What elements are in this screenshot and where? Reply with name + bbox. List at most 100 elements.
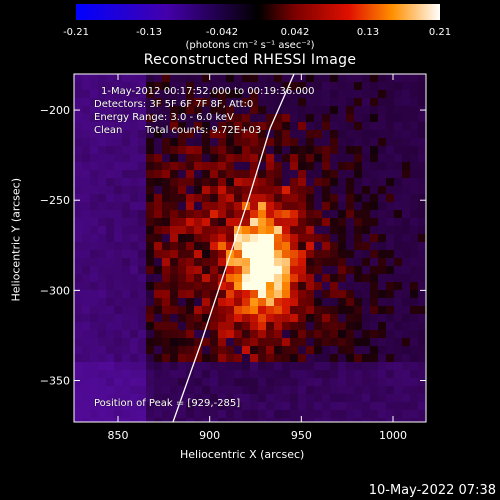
heatmap-cell: [338, 394, 346, 402]
heatmap-cell: [114, 186, 122, 194]
heatmap-cell: [138, 218, 146, 226]
heatmap-cell: [306, 322, 314, 330]
heatmap-cell: [394, 418, 402, 422]
heatmap-cell: [258, 266, 266, 274]
heatmap-cell: [314, 258, 322, 266]
heatmap-cell: [338, 298, 346, 306]
heatmap-cell: [170, 226, 178, 234]
heatmap-cell: [130, 170, 138, 178]
heatmap-cell: [218, 346, 226, 354]
heatmap-cell: [258, 250, 266, 258]
heatmap-cell: [258, 258, 266, 266]
heatmap-cell: [354, 178, 362, 186]
heatmap-cell: [234, 210, 242, 218]
heatmap-cell: [106, 314, 114, 322]
heatmap-cell: [298, 394, 306, 402]
heatmap-cell: [138, 362, 146, 370]
heatmap-cell: [330, 82, 338, 90]
heatmap-cell: [266, 114, 274, 122]
heatmap-cell: [130, 242, 138, 250]
heatmap-cell: [242, 282, 250, 290]
heatmap-cell: [298, 162, 306, 170]
heatmap-cell: [122, 298, 130, 306]
heatmap-cell: [226, 266, 234, 274]
heatmap-cell: [258, 194, 266, 202]
heatmap-cell: [354, 266, 362, 274]
heatmap-cell: [386, 290, 394, 298]
heatmap-cell: [130, 154, 138, 162]
heatmap-cell: [170, 218, 178, 226]
heatmap-cell: [282, 386, 290, 394]
heatmap-cell: [282, 402, 290, 410]
heatmap-cell: [290, 338, 298, 346]
heatmap-cell: [338, 74, 346, 82]
heatmap-cell: [202, 122, 210, 130]
heatmap-cell: [162, 242, 170, 250]
heatmap-cell: [298, 346, 306, 354]
heatmap-cell: [402, 194, 410, 202]
heatmap-cell: [186, 314, 194, 322]
heatmap-cell: [338, 274, 346, 282]
heatmap-cell: [122, 122, 130, 130]
heatmap-cell: [138, 138, 146, 146]
heatmap-cell: [154, 418, 162, 422]
heatmap-cell: [98, 250, 106, 258]
heatmap-cell: [298, 378, 306, 386]
heatmap-cell: [122, 178, 130, 186]
heatmap-cell: [106, 130, 114, 138]
heatmap-cell: [82, 170, 90, 178]
heatmap-cell: [370, 258, 378, 266]
heatmap-cell: [298, 306, 306, 314]
heatmap-cell: [330, 306, 338, 314]
annotation-detectors: Detectors: 3F 5F 6F 7F 8F, Att:0: [94, 99, 254, 110]
heatmap-cell: [282, 298, 290, 306]
heatmap-cell: [370, 130, 378, 138]
heatmap-cell: [354, 186, 362, 194]
heatmap-cell: [90, 90, 98, 98]
heatmap-cell: [98, 162, 106, 170]
heatmap-cell: [122, 130, 130, 138]
heatmap-cell: [402, 130, 410, 138]
heatmap-cell: [386, 362, 394, 370]
heatmap-cell: [82, 394, 90, 402]
heatmap-cell: [122, 402, 130, 410]
heatmap-cell: [306, 282, 314, 290]
heatmap-cell: [178, 298, 186, 306]
heatmap-cell: [186, 282, 194, 290]
heatmap-cell: [170, 370, 178, 378]
heatmap-cell: [146, 330, 154, 338]
heatmap-cell: [378, 186, 386, 194]
heatmap-cell: [170, 202, 178, 210]
heatmap-cell: [106, 242, 114, 250]
heatmap-cell: [298, 322, 306, 330]
heatmap-cell: [354, 330, 362, 338]
heatmap-cell: [122, 378, 130, 386]
heatmap-cell: [242, 386, 250, 394]
heatmap-cell: [410, 90, 418, 98]
heatmap-cell: [82, 338, 90, 346]
heatmap-cell: [122, 274, 130, 282]
heatmap-cell: [378, 178, 386, 186]
heatmap-cell: [194, 186, 202, 194]
heatmap-cell: [274, 178, 282, 186]
heatmap-cell: [378, 418, 386, 422]
plot-frame: [73, 73, 427, 423]
heatmap-cell: [378, 170, 386, 178]
heatmap-cell: [114, 282, 122, 290]
heatmap-cell: [354, 378, 362, 386]
heatmap-cell: [114, 130, 122, 138]
heatmap-cell: [210, 346, 218, 354]
heatmap-cell: [362, 138, 370, 146]
heatmap-cell: [394, 170, 402, 178]
heatmap-cell: [210, 314, 218, 322]
heatmap-cell: [354, 402, 362, 410]
heatmap-cell: [186, 362, 194, 370]
heatmap-cell: [82, 402, 90, 410]
heatmap-cell: [90, 202, 98, 210]
heatmap-cell: [106, 274, 114, 282]
heatmap-cell: [226, 330, 234, 338]
heatmap-cell: [178, 234, 186, 242]
heatmap-cell: [370, 234, 378, 242]
y-axis-label: Heliocentric Y (arcsec): [9, 177, 23, 302]
heatmap-cell: [378, 394, 386, 402]
